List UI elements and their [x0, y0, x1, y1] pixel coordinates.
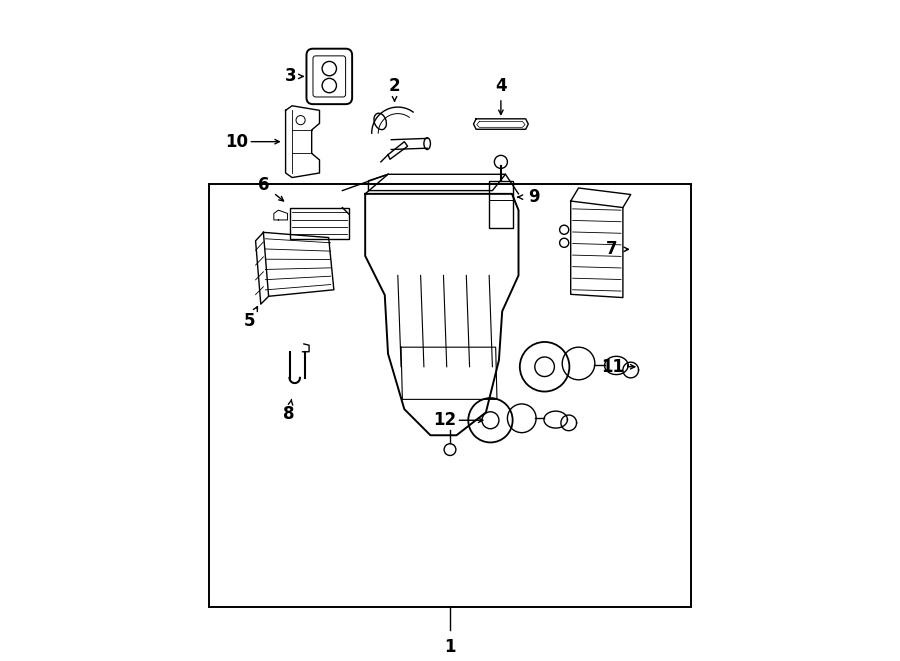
Bar — [209, 184, 691, 607]
Text: 3: 3 — [285, 67, 297, 85]
Text: 4: 4 — [495, 77, 507, 95]
Bar — [290, 208, 349, 239]
Text: 6: 6 — [258, 176, 270, 194]
Bar — [489, 182, 513, 229]
Text: 12: 12 — [433, 411, 456, 429]
Text: 11: 11 — [601, 358, 625, 375]
Text: 7: 7 — [606, 241, 617, 258]
Text: 9: 9 — [527, 188, 539, 206]
Text: 5: 5 — [244, 312, 256, 330]
Text: 8: 8 — [284, 405, 294, 423]
Text: 1: 1 — [445, 638, 455, 656]
Text: 2: 2 — [389, 77, 400, 95]
Text: 10: 10 — [225, 133, 248, 151]
